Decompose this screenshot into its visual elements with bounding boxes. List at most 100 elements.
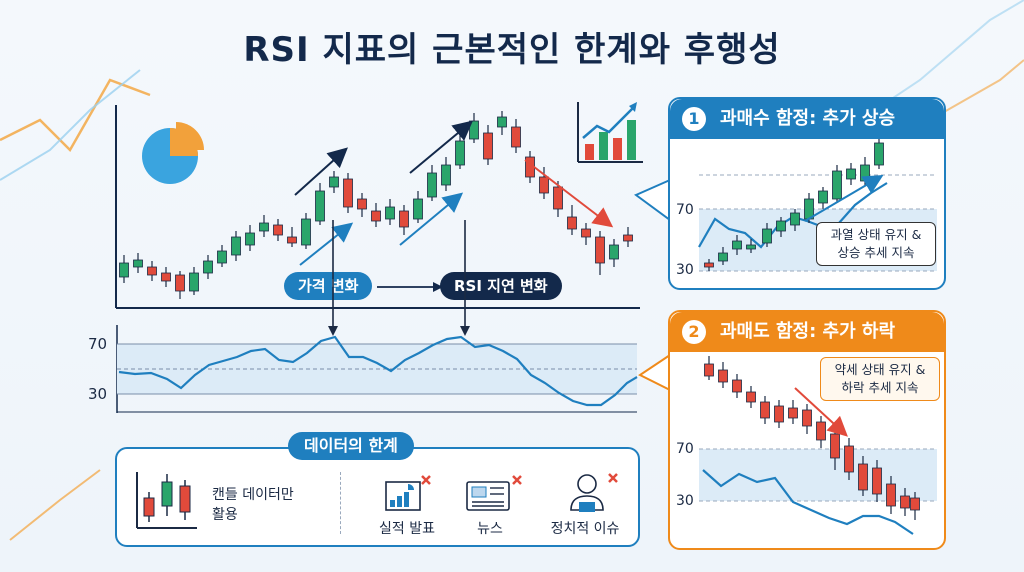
growth-bars-icon [577, 102, 643, 163]
candlestick [497, 111, 507, 135]
lag-arrow [399, 192, 464, 246]
uptrend-arrow [804, 174, 884, 222]
candlestick [273, 219, 283, 241]
oversold-rsi-line [702, 469, 914, 535]
candlestick [872, 460, 882, 502]
newspaper-icon [466, 475, 522, 511]
pie-chart-icon [142, 122, 204, 184]
candlestick [910, 492, 920, 520]
arrow-right-icon [377, 282, 443, 292]
candlestick [245, 225, 255, 251]
oversold-level-30: 30 [676, 493, 694, 509]
candlestick [732, 235, 742, 255]
candlestick [609, 239, 619, 267]
overbought-level-70: 70 [676, 202, 694, 218]
candlestick [567, 205, 577, 235]
candlestick [315, 183, 325, 225]
overbought-header: 1 과매수 함정: 추가 상승 [670, 99, 944, 139]
candlestick [301, 213, 311, 249]
connector-arrows [328, 220, 470, 336]
uptrend-arrow [294, 147, 348, 196]
overbought-note: 과열 상태 유지 & 상승 추세 지속 [816, 222, 936, 266]
politician-icon [570, 473, 618, 512]
divider [340, 472, 341, 534]
rsi-lag-badge: RSI 지연 변화 [440, 272, 562, 300]
candlestick [427, 165, 437, 201]
candlestick [511, 119, 521, 153]
candlestick [886, 476, 896, 514]
overbought-title: 과매수 함정: 추가 상승 [720, 108, 896, 129]
candlestick [231, 231, 241, 261]
candlestick [385, 199, 395, 225]
candlestick [832, 165, 842, 203]
candlestick [776, 217, 786, 237]
oversold-band [699, 449, 937, 501]
candlestick [581, 223, 591, 245]
oversold-chart [699, 356, 937, 535]
price-change-badge: 가격 변화 [284, 272, 373, 300]
candlestick [287, 227, 297, 247]
oversold-level-70: 70 [676, 441, 694, 457]
candlestick [217, 245, 227, 267]
candlestick [718, 362, 728, 388]
candlestick [133, 253, 143, 273]
candlestick [858, 456, 868, 496]
oversold-number: 2 [682, 320, 706, 344]
overbought-note-line2: 상승 추세 지속 [837, 245, 915, 260]
candlestick [469, 113, 479, 143]
rsi-indicator-chart [116, 325, 638, 413]
candlestick [203, 255, 213, 279]
rsi-level-70: 70 [88, 335, 108, 353]
candlestick [844, 438, 854, 480]
candlestick [357, 193, 367, 217]
candlestick [788, 400, 798, 424]
candlestick [746, 386, 756, 408]
candlestick [790, 209, 800, 231]
candlestick [343, 173, 353, 213]
price-candlestick-chart [115, 105, 640, 309]
candlestick [718, 247, 728, 265]
overbought-level-30: 30 [676, 262, 694, 278]
candlestick [704, 259, 714, 271]
candlestick [623, 227, 633, 247]
candlestick [259, 215, 269, 237]
candlestick [553, 181, 563, 217]
candlestick [595, 231, 605, 275]
downtrend-arrow [794, 387, 848, 437]
data-limits-title: 데이터의 한계 [288, 432, 414, 460]
candlestick [746, 239, 756, 253]
candlestick [900, 488, 910, 516]
candlestick [455, 133, 465, 169]
candlestick-icon [136, 472, 197, 529]
oversold-note-line1: 약세 상태 유지 & [834, 362, 926, 377]
rsi-line [118, 335, 638, 407]
news-label: 뉴스 [477, 521, 503, 537]
candlestick [483, 125, 493, 165]
candlestick [413, 191, 423, 223]
candlestick [371, 203, 381, 227]
candle-only-line2: 활용 [212, 507, 238, 523]
page-title: RSI 지표의 근본적인 한계와 후행성 [243, 30, 781, 70]
oversold-note-line2: 하락 추세 지속 [841, 380, 919, 395]
rsi-level-30: 30 [88, 385, 108, 403]
overbought-number: 1 [682, 107, 706, 131]
earnings-label: 실적 발표 [379, 521, 435, 537]
candlestick [732, 374, 742, 398]
candlestick [189, 267, 199, 295]
candle-only-text: 캔들 데이터만 활용 [212, 485, 294, 525]
candlestick [147, 261, 157, 281]
candlestick [816, 416, 826, 448]
candlestick [762, 223, 772, 247]
candlestick [802, 404, 812, 434]
candlestick [860, 157, 870, 185]
candlestick [175, 271, 185, 299]
lag-arrow [299, 222, 354, 266]
political-issue-label: 정치적 이슈 [550, 521, 620, 537]
downtrend-arrow [524, 159, 614, 228]
candle-only-line1: 캔들 데이터만 [212, 487, 294, 503]
candlestick [818, 187, 828, 209]
candlestick [119, 255, 129, 283]
candlestick [329, 171, 339, 193]
candlestick [399, 205, 409, 235]
uptrend-arrow [409, 120, 474, 174]
